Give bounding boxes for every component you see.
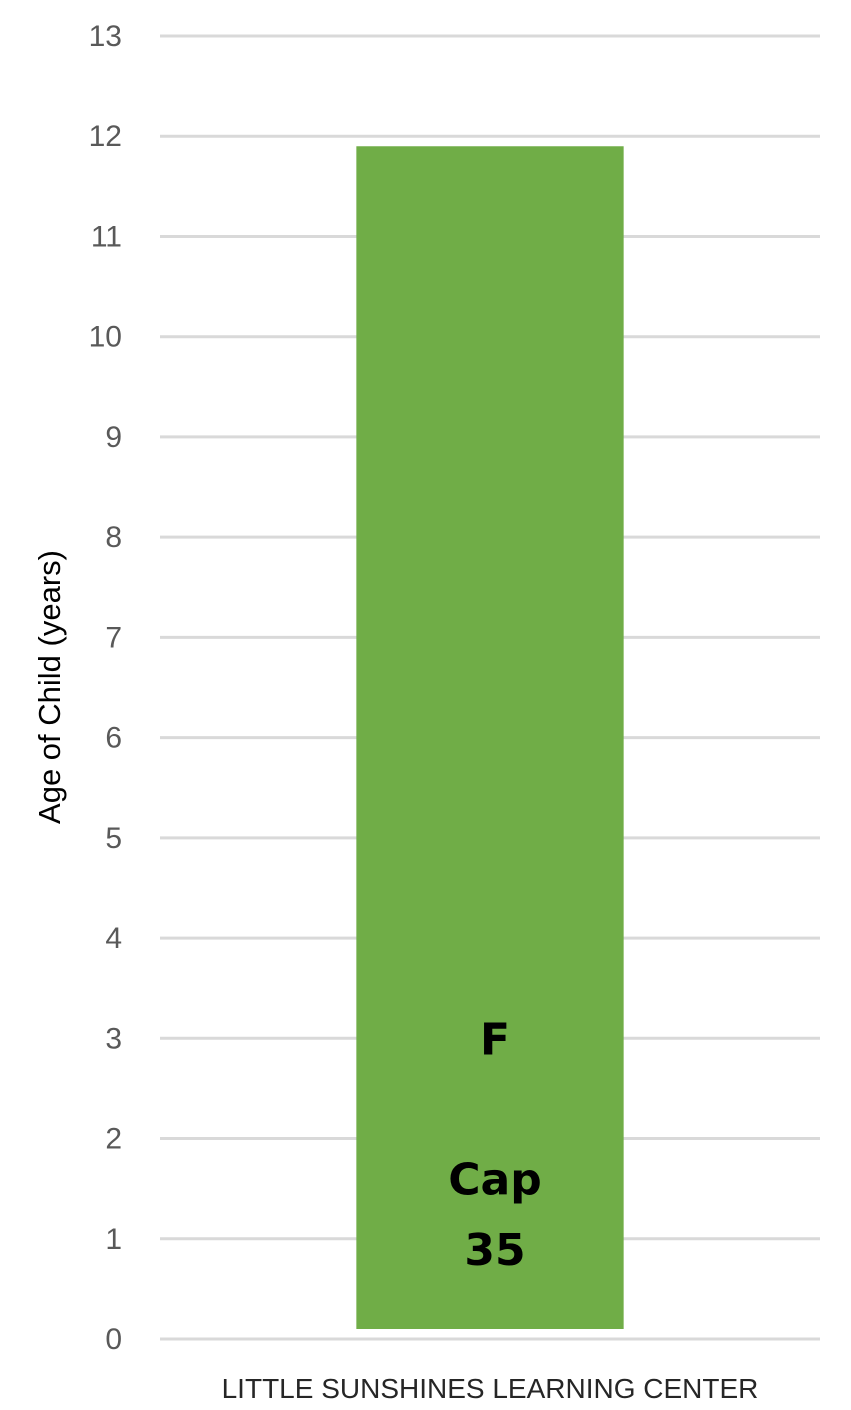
bar	[356, 146, 624, 1329]
y-tick-label: 5	[105, 822, 122, 855]
bar-annotations: F Cap 35	[448, 1014, 541, 1275]
y-tick-label: 7	[105, 621, 122, 654]
y-tick-label: 8	[105, 521, 122, 554]
y-axis-label: Age of Child (years)	[32, 550, 67, 824]
y-tick-label: 12	[89, 120, 122, 153]
y-tick-label: 13	[89, 20, 122, 53]
y-tick-label: 1	[105, 1223, 122, 1256]
x-category-label: LITTLE SUNSHINES LEARNING CENTER	[222, 1373, 759, 1404]
bar-annotation: F	[480, 1014, 510, 1065]
y-tick-label: 11	[91, 220, 122, 253]
y-tick-label: 4	[105, 922, 122, 955]
y-tick-label: 9	[105, 421, 122, 454]
y-tick-label: 2	[105, 1123, 122, 1156]
bars	[356, 146, 624, 1329]
y-tick-label: 3	[105, 1022, 122, 1055]
bar-annotation: 35	[464, 1225, 525, 1276]
y-tick-label: 0	[105, 1323, 122, 1356]
bar-annotation: Cap	[448, 1155, 541, 1206]
y-tick-label: 10	[89, 321, 122, 354]
x-axis-categories: LITTLE SUNSHINES LEARNING CENTER	[222, 1373, 759, 1404]
y-tick-label: 6	[105, 722, 122, 755]
